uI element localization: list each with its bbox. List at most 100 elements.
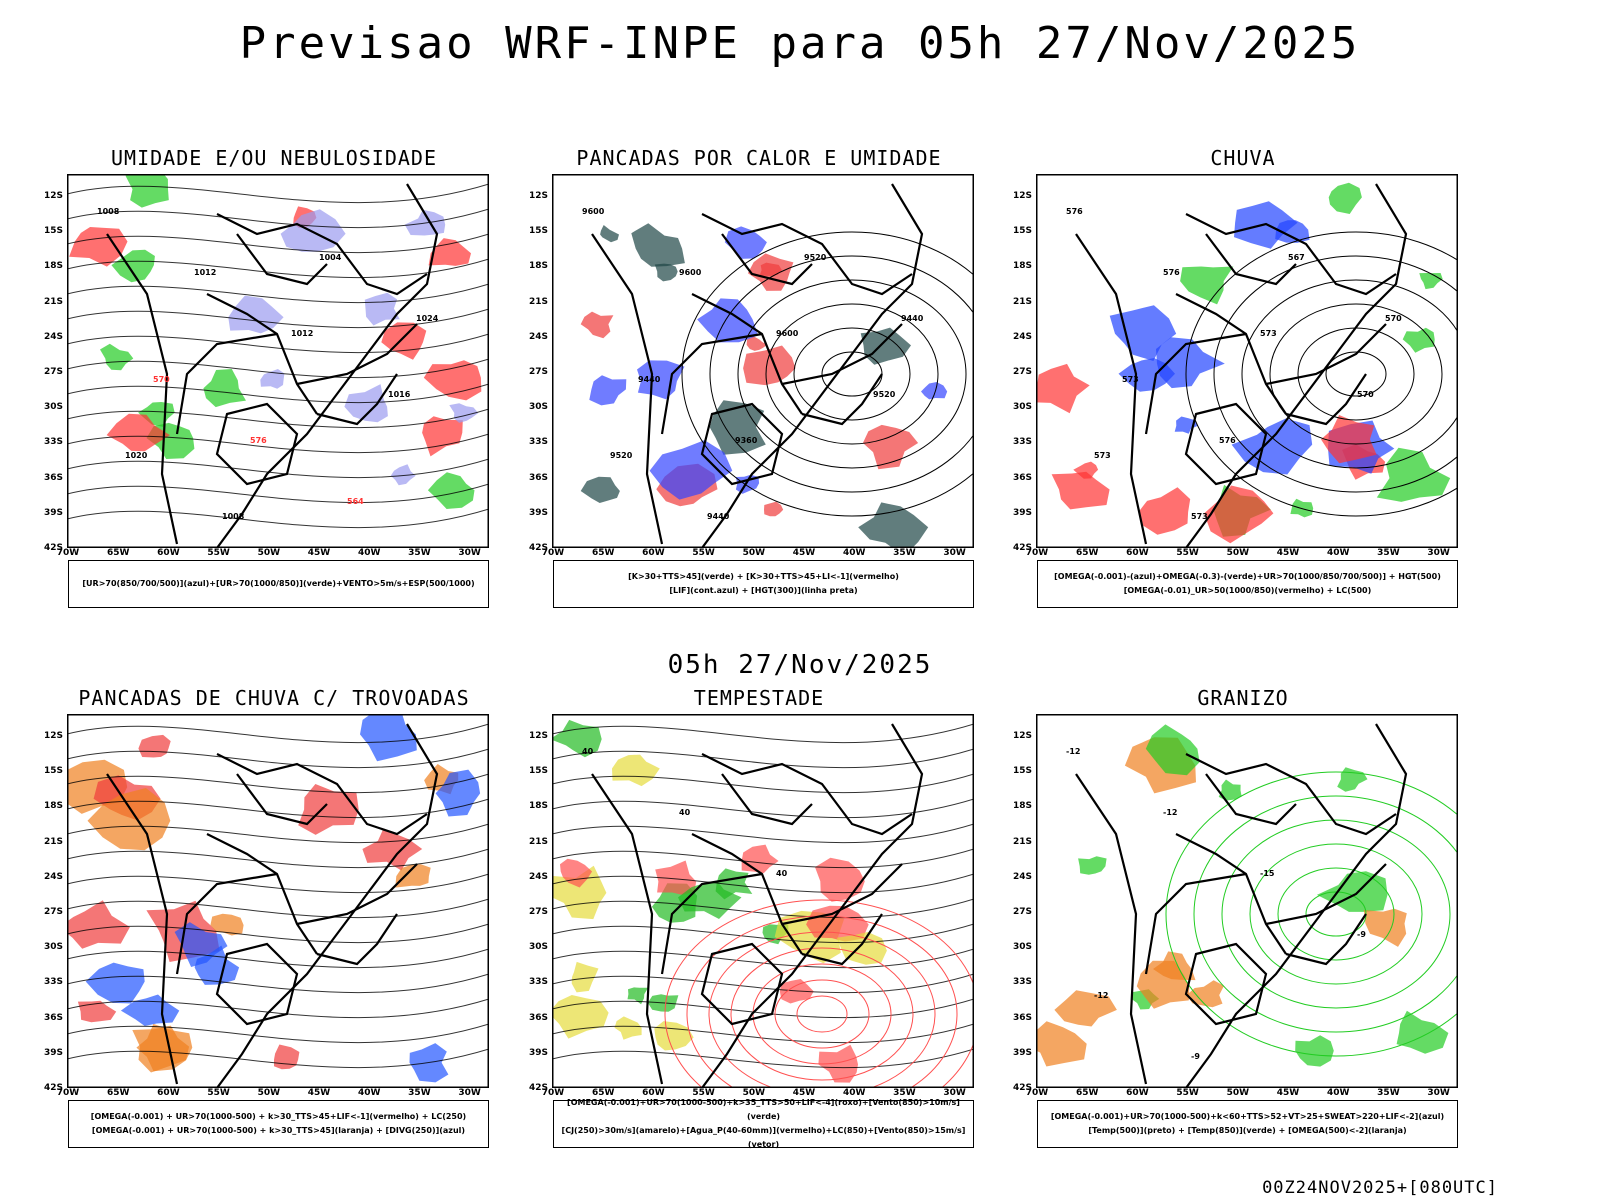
political-border [721, 773, 813, 826]
contour-label: 573 [1122, 375, 1139, 384]
streamline [552, 823, 974, 844]
lat-tick-label: 24S [1012, 331, 1032, 342]
contour-label: 570 [153, 375, 170, 384]
isoline [1185, 231, 1458, 517]
political-border [106, 773, 179, 1085]
political-border [591, 773, 664, 1085]
lat-tick-label: 15S [43, 226, 63, 237]
weather-field-area [1136, 960, 1190, 1009]
panel-legend-caption: [K>30+TTS>45](verde) + [K>30+TTS>45+LI<-… [553, 560, 974, 608]
contour-label: 9520 [610, 451, 633, 460]
lat-tick-label: 27S [528, 907, 548, 917]
lat-tick-label: 27S [43, 907, 63, 917]
weather-field-area [627, 987, 649, 1005]
weather-field-area [390, 464, 416, 486]
lat-tick-label: 18S [43, 261, 63, 272]
streamline [67, 973, 489, 994]
lon-tick-label: 55W [692, 548, 715, 558]
lon-tick-label: 65W [591, 1088, 615, 1098]
lat-tick-label: 39S [528, 1047, 548, 1058]
political-border [700, 942, 784, 1026]
lat-tick-label: 36S [528, 472, 548, 483]
panel-title: PANCADAS DE CHUVA C/ TROVOADAS [78, 686, 470, 710]
run-footer: 00Z24NOV2025+[080UTC] [1262, 1178, 1498, 1198]
streamline [552, 998, 974, 1019]
weather-field-area [203, 369, 246, 408]
isoline [1277, 867, 1395, 961]
lat-tick-label: 15S [43, 766, 63, 777]
lon-tick-label: 70W [56, 548, 80, 558]
longitude-axis-labels: 70W 65W 60W 55W 50W 45W 40W 35W 30W [542, 548, 974, 560]
lat-tick-label: 18S [43, 801, 63, 812]
contour-label: 576 [1163, 268, 1180, 277]
lon-tick-label: 70W [541, 1088, 565, 1098]
lon-tick-label: 45W [1276, 1088, 1300, 1098]
lat-tick-label: 39S [528, 507, 548, 518]
lon-tick-label: 40W [357, 1088, 381, 1098]
weather-field-area [589, 375, 627, 406]
lon-tick-label: 70W [1025, 1088, 1049, 1098]
streamline [67, 773, 489, 794]
contour-label: -12 [1066, 747, 1080, 756]
streamline [552, 1023, 974, 1044]
lon-tick-label: 70W [1025, 548, 1049, 558]
weather-field-area [1036, 1021, 1087, 1067]
contour-label: 576 [1066, 207, 1083, 216]
longitude-axis-labels: 70W 65W 60W 55W 50W 45W 40W 35W 30W [1026, 1088, 1458, 1100]
contour-label: 1012 [291, 329, 313, 338]
latitude-axis-labels: 12S 15S 18S 21S 24S 27S 30S 33S 36S 39S 42S [39, 174, 65, 553]
lon-tick-label: 55W [207, 1088, 230, 1098]
isoline [1213, 255, 1458, 493]
weather-field-area [67, 900, 130, 949]
lon-tick-label: 35W [893, 1088, 916, 1098]
forecast-panel: PANCADAS POR CALOR E UMIDADE 12S 15S 18S 21S… [524, 146, 994, 626]
political-border [1184, 942, 1268, 1026]
political-border [801, 373, 883, 426]
streamline [67, 748, 489, 769]
lon-tick-label: 45W [792, 1088, 816, 1098]
lat-tick-label: 30S [528, 402, 548, 413]
weather-field-area [344, 384, 388, 423]
coastline [216, 723, 439, 1088]
streamline [552, 973, 974, 994]
weather-field-area [815, 857, 865, 902]
lon-tick-label: 30W [458, 1088, 481, 1098]
political-border [1144, 872, 1247, 975]
isoline [774, 979, 870, 1049]
streamline [67, 233, 489, 254]
streamline [67, 508, 489, 529]
political-border [1285, 913, 1367, 966]
contour-label: 9360 [735, 436, 758, 445]
contour-label: 40 [582, 747, 594, 756]
latitude-axis-labels: 12S 15S 18S 21S 24S 27S 30S 33S 36S 39S 42S [524, 714, 550, 1093]
panel-legend-caption: [OMEGA(-0.001)+UR>70(1000-500)+k>35_TTS>… [553, 1098, 974, 1149]
map-frame [552, 714, 974, 1088]
panel-title: TEMPESTADE [693, 686, 825, 710]
page-title: Previsao WRF-INPE para 05h 27/Nov/2025 [239, 18, 1361, 69]
isoline [1325, 351, 1387, 397]
streamline [67, 823, 489, 844]
streamline [552, 923, 974, 944]
streamline [67, 208, 489, 229]
lat-tick-label: 18S [1012, 801, 1032, 812]
contour-label: 1024 [416, 314, 439, 323]
isoline [765, 303, 939, 445]
isoline [681, 231, 974, 517]
contour-label: 1004 [319, 253, 342, 262]
political-border [660, 872, 763, 975]
lat-tick-label: 12S [528, 731, 548, 741]
political-border [216, 213, 428, 296]
isoline [793, 327, 911, 421]
streamline [552, 798, 974, 819]
longitude-axis-labels: 70W 65W 60W 55W 50W 45W 40W 35W 30W [542, 1088, 974, 1100]
weather-field-area [422, 416, 463, 457]
lat-tick-label: 42S [528, 543, 548, 553]
contour-label: 9440 [707, 512, 730, 521]
weather-field-area [697, 298, 759, 343]
lat-tick-label: 42S [43, 1083, 63, 1093]
weather-field-area [921, 382, 948, 400]
political-border [216, 753, 428, 836]
lat-tick-label: 30S [1012, 402, 1032, 413]
lon-tick-label: 30W [1427, 548, 1450, 558]
panel-legend-caption: [UR>70(850/700/500)](azul)+[UR>70(1000/8… [68, 560, 489, 608]
